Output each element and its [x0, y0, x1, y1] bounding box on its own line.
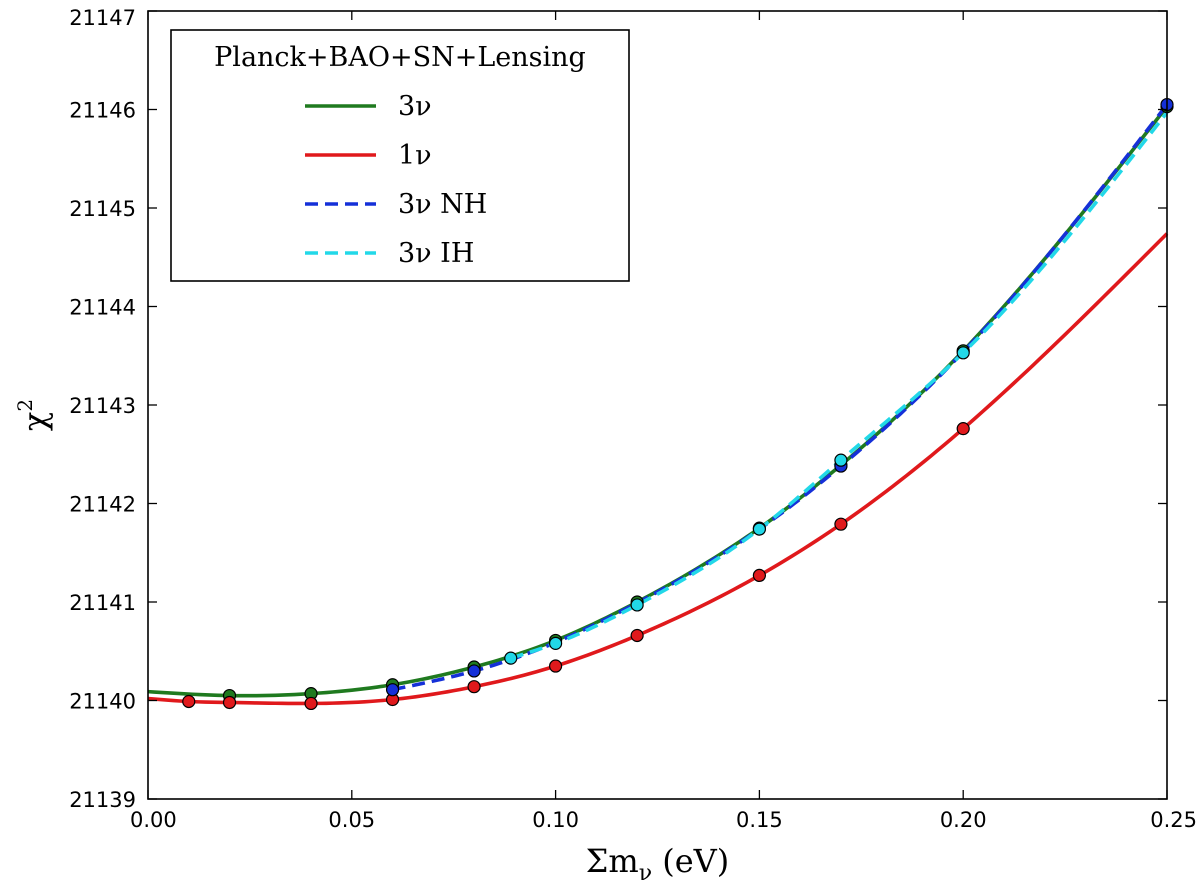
x-axis-label: Σmν (eV)	[586, 842, 730, 885]
data-point-1-8	[834, 517, 848, 531]
legend-entries: 3ν 1ν 3ν NH 3ν IH	[305, 91, 487, 269]
y-tick-label: 21145	[69, 197, 136, 221]
x-tick-label: 0.25	[1150, 808, 1197, 832]
y-tick-label: 21146	[69, 99, 136, 123]
legend-label-1: 1ν	[398, 140, 432, 171]
y-tick-label: 21143	[69, 394, 136, 418]
x-tick-label: 0.20	[940, 808, 987, 832]
x-tick-label: 0.00	[130, 808, 177, 832]
legend-label-3: 3ν IH	[398, 238, 474, 269]
y-tick-label: 21144	[69, 296, 136, 320]
data-point-1-2	[304, 696, 318, 711]
data-point-1-7	[752, 568, 767, 583]
legend: Planck+BAO+SN+Lensing 3ν 1ν 3ν NH 3ν IH	[170, 29, 630, 282]
x-tick-label: 0.05	[328, 808, 375, 832]
data-point-2-1	[467, 664, 481, 678]
y-tick-label: 21147	[69, 6, 136, 30]
legend-label-0: 3ν	[398, 91, 432, 122]
y-tick-label: 21142	[69, 493, 136, 517]
data-point-3-4	[834, 453, 848, 467]
data-point-2-0	[385, 683, 400, 697]
y-tick-label: 21141	[69, 591, 136, 615]
marker-layer	[182, 97, 1174, 711]
data-point-3-2	[630, 598, 644, 612]
data-point-1-4	[467, 680, 481, 694]
data-point-3-1	[548, 636, 563, 650]
x-tick-label: 0.10	[532, 808, 579, 832]
series-line-1	[147, 232, 1169, 706]
data-point-1-9	[956, 422, 970, 436]
x-tick-label: 0.15	[736, 808, 783, 832]
legend-title: Planck+BAO+SN+Lensing	[214, 42, 586, 73]
data-point-1-6	[630, 628, 644, 643]
data-point-1-1	[222, 695, 237, 710]
y-tick-label: 21140	[69, 690, 136, 714]
data-point-1-5	[548, 659, 563, 673]
legend-label-2: 3ν NH	[398, 189, 487, 220]
tick-layer: 0.00 0.05 0.10 0.15 0.20 0.25 21139 21140 21141 2…	[69, 6, 1197, 832]
data-point-3-5	[956, 346, 970, 360]
y-axis-label: χ2	[13, 399, 54, 431]
legend-box	[170, 29, 630, 282]
data-point-1-0	[182, 694, 196, 709]
data-point-3-3	[752, 522, 767, 536]
data-point-3-0	[504, 651, 518, 665]
y-tick-label: 21139	[69, 788, 136, 812]
